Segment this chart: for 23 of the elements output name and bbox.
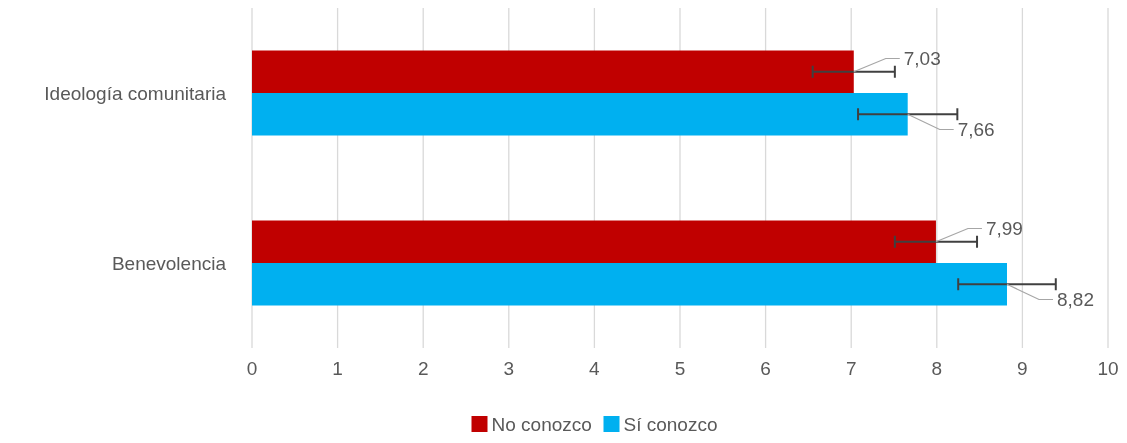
x-tick-label: 2 [417,358,429,379]
data-label: 8,82 [1056,289,1094,311]
y-tick-label: Benevolencia [111,252,227,274]
data-label: 7,03 [903,48,941,70]
data-label: 7,66 [957,119,995,141]
bar [252,220,936,263]
data-label: 7,99 [985,218,1023,240]
x-tick-label: 3 [503,358,515,379]
x-tick-label: 7 [845,358,857,379]
x-tick-label: 4 [589,358,601,379]
x-tick-label: 1 [332,358,343,379]
y-tick-label: Ideología comunitaria [44,82,227,104]
x-tick-label: 6 [760,358,771,379]
bar [252,93,908,136]
bar [252,263,1007,306]
x-tick-label: 8 [931,358,943,379]
legend-label: No conozco [491,413,592,435]
x-tick-label: 5 [674,358,686,379]
bar [252,50,854,93]
x-tick-label: 9 [1017,358,1028,379]
x-tick-label: 10 [1097,358,1119,379]
legend-label: Sí conozco [623,413,718,435]
x-tick-label: 0 [246,358,258,379]
